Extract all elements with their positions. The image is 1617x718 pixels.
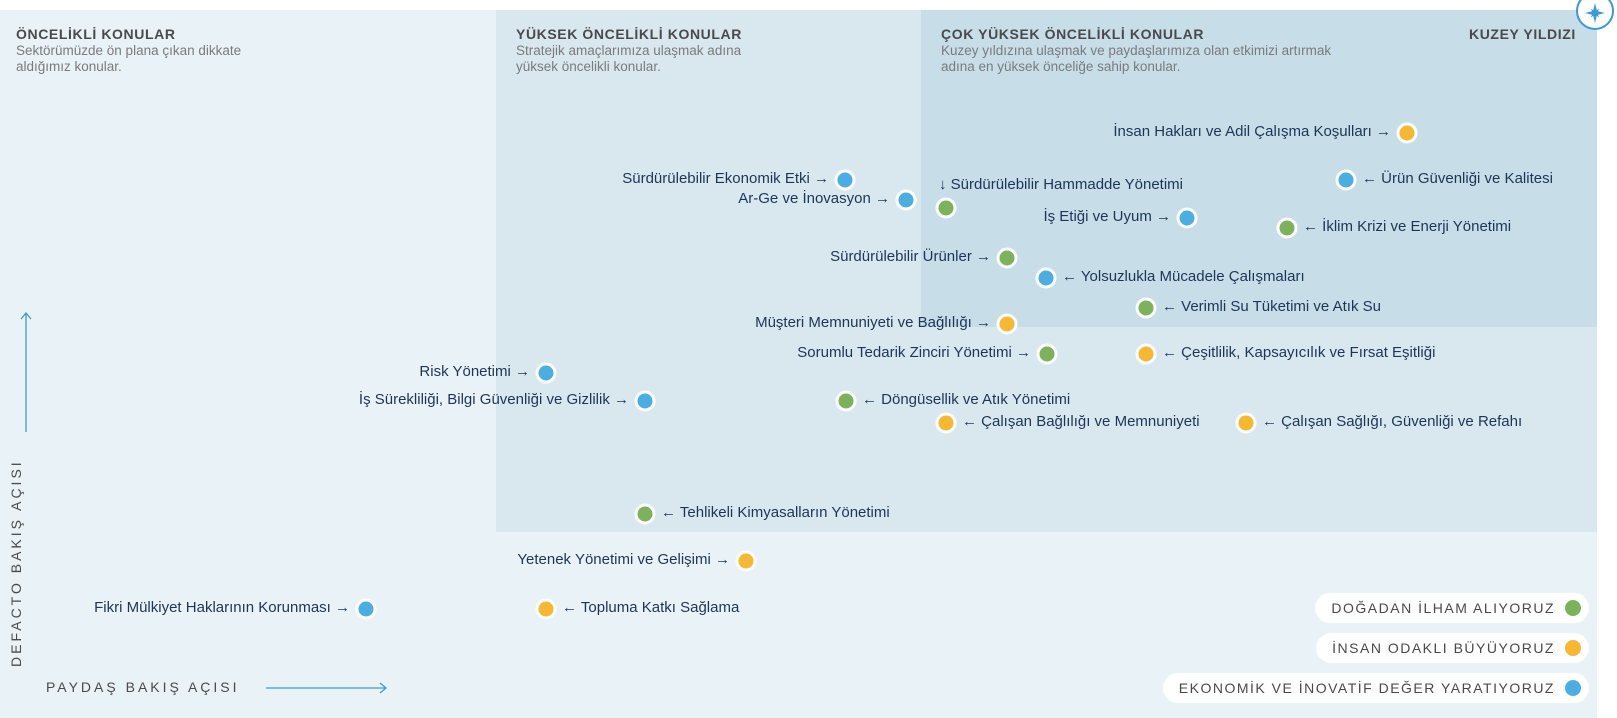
zone-priority-desc: Sektörümüzde ön plana çıkan dikkate aldı… <box>16 43 242 74</box>
data-point <box>634 390 656 412</box>
zone-very-high-priority-title: ÇOK YÜKSEK ÖNCELİKLİ KONULAR <box>941 26 1205 42</box>
data-point-label: ← Çalışan Bağlılığı ve Memnuniyeti <box>962 413 1200 430</box>
data-point-label: Sorumlu Tedarik Zinciri Yönetimi → <box>797 344 1031 361</box>
data-point <box>735 550 757 572</box>
zone-very-high-priority-desc: Kuzey yıldızına ulaşmak ve paydaşlarımız… <box>941 43 1332 74</box>
data-point <box>935 197 957 219</box>
data-point-label: ← Çeşitlilik, Kapsayıcılık ve Fırsat Eşi… <box>1162 344 1436 361</box>
compass-star-icon <box>1576 0 1614 30</box>
data-point <box>996 313 1018 335</box>
data-point <box>996 247 1018 269</box>
data-point <box>835 390 857 412</box>
data-point <box>355 598 377 620</box>
data-point <box>1335 169 1357 191</box>
zone-high-priority-desc: Stratejik amaçlarımıza ulaşmak adına yük… <box>516 43 742 74</box>
data-point-label: Risk Yönetimi → <box>419 363 530 380</box>
data-point <box>1276 217 1298 239</box>
data-point-label: İş Sürekliliği, Bilgi Güvenliği ve Gizli… <box>358 391 629 408</box>
data-point-label: ← Çalışan Sağlığı, Güvenliği ve Refahı <box>1262 413 1523 430</box>
data-point <box>1396 122 1418 144</box>
legend-dot-blue <box>1565 680 1581 696</box>
legend-item-nature: DOĞADAN İLHAM ALIYORUZ <box>1315 593 1589 623</box>
data-point-label: Sürdürülebilir Ekonomik Etki → <box>622 170 829 187</box>
legend-dot-yellow <box>1565 640 1581 656</box>
data-point <box>834 169 856 191</box>
data-point <box>1235 412 1257 434</box>
zone-priority-title: ÖNCELİKLİ KONULAR <box>16 26 176 42</box>
data-point-label: ← Topluma Katkı Sağlama <box>562 599 740 616</box>
data-point-label: Ar-Ge ve İnovasyon → <box>738 190 890 207</box>
data-points <box>355 122 1418 620</box>
data-point <box>1135 343 1157 365</box>
y-axis-arrow-head <box>20 311 32 320</box>
data-point <box>1176 207 1198 229</box>
x-axis-arrow-head <box>379 682 388 694</box>
data-point-label: Fikri Mülkiyet Haklarının Korunması → <box>94 599 350 616</box>
legend-label-people: İNSAN ODAKLI BÜYÜYORUZ <box>1332 640 1555 656</box>
x-axis-label: PAYDAŞ BAKIŞ AÇISI <box>46 679 240 695</box>
data-point-label: ← Tehlikeli Kimyasalların Yönetimi <box>661 504 890 521</box>
data-point <box>935 412 957 434</box>
data-point-label: ← Yolsuzlukla Mücadele Çalışmaları <box>1062 268 1305 285</box>
data-point <box>634 503 656 525</box>
data-point-label: ← Verimli Su Tüketimi ve Atık Su <box>1162 298 1381 315</box>
data-point-label: ← İklim Krizi ve Enerji Yönetimi <box>1303 218 1512 235</box>
data-point <box>895 189 917 211</box>
data-point-label: Müşteri Memnuniyeti ve Bağlılığı → <box>755 314 991 331</box>
data-point-label: Yetenek Yönetimi ve Gelişimi → <box>517 551 730 568</box>
legend-item-economic: EKONOMİK VE İNOVATİF DEĞER YARATIYORUZ <box>1162 673 1589 703</box>
data-point-label: ← Ürün Güvenliği ve Kalitesi <box>1362 170 1553 187</box>
zone-very-high-priority <box>921 10 1597 327</box>
data-point-label: ↓ Sürdürülebilir Hammadde Yönetimi <box>939 176 1183 193</box>
data-point <box>1135 297 1157 319</box>
data-point <box>535 598 557 620</box>
data-point <box>535 362 557 384</box>
legend-label-nature: DOĞADAN İLHAM ALIYORUZ <box>1331 600 1555 616</box>
data-point <box>1036 343 1058 365</box>
legend-item-people: İNSAN ODAKLI BÜYÜYORUZ <box>1316 633 1589 663</box>
legend-label-economic: EKONOMİK VE İNOVATİF DEĞER YARATIYORUZ <box>1178 680 1555 696</box>
data-point-label: ← Döngüsellik ve Atık Yönetimi <box>862 391 1071 408</box>
data-point-label: İş Etiği ve Uyum → <box>1043 208 1171 225</box>
legend-dot-green <box>1565 600 1581 616</box>
y-axis-label: DEFACTO BAKIŞ AÇISI <box>8 459 24 667</box>
zone-high-priority-title: YÜKSEK ÖNCELİKLİ KONULAR <box>516 26 742 42</box>
data-point <box>1035 267 1057 289</box>
data-point-label: Sürdürülebilir Ürünler → <box>830 248 991 265</box>
data-point-label: İnsan Hakları ve Adil Çalışma Koşulları … <box>1113 123 1391 140</box>
north-star-label: KUZEY YILDIZI <box>1469 26 1576 42</box>
